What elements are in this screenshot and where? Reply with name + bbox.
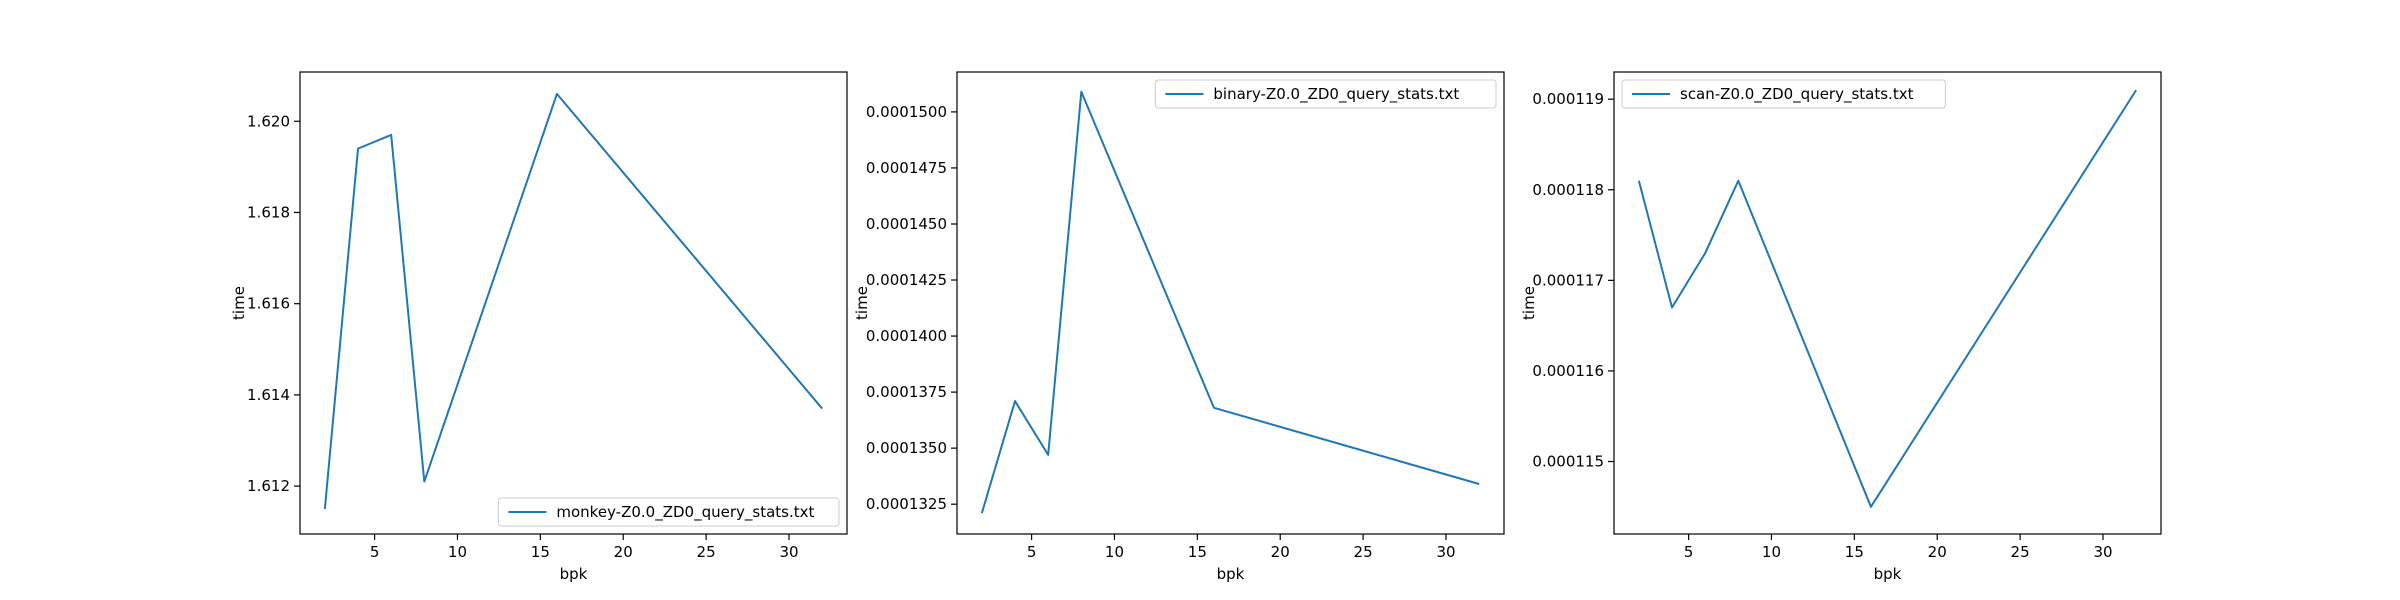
x-tick-label: 30 [2093, 543, 2112, 561]
y-tick-label: 0.0001325 [866, 495, 947, 513]
y-tick-label: 0.000116 [1532, 362, 1604, 380]
axes-frame [1613, 71, 2162, 535]
x-axis-label: bpk [1874, 565, 1902, 583]
x-tick-label: 30 [779, 543, 798, 561]
x-tick-label: 25 [697, 543, 716, 561]
legend-box [497, 497, 840, 527]
y-tick-label: 0.0001500 [866, 103, 947, 121]
y-tick-label: 1.616 [247, 295, 290, 313]
x-tick-label: 10 [448, 543, 467, 561]
x-tick-label: 10 [1762, 543, 1781, 561]
x-tick-label: 20 [1271, 543, 1290, 561]
y-tick-label: 0.000118 [1532, 181, 1604, 199]
x-tick-label: 10 [1105, 543, 1124, 561]
series-line-1 [980, 90, 1480, 514]
axes-frame [956, 71, 1505, 535]
x-tick-label: 30 [1436, 543, 1455, 561]
x-tick-label: 25 [2011, 543, 2030, 561]
y-tick-label: 0.000115 [1532, 453, 1604, 471]
y-tick-label: 0.0001425 [866, 271, 947, 289]
y-tick-label: 0.0001375 [866, 383, 947, 401]
legend: binary-Z0.0_ZD0_query_stats.txt [1154, 79, 1497, 109]
x-tick-label: 5 [1684, 543, 1694, 561]
x-tick-label: 20 [614, 543, 633, 561]
y-tick-label: 1.612 [247, 477, 290, 495]
y-tick-label: 0.0001450 [866, 215, 947, 233]
y-tick-label: 0.000117 [1532, 271, 1604, 289]
y-axis-label: time [230, 286, 248, 320]
x-axis-label: bpk [560, 565, 588, 583]
y-axis-label: time [853, 286, 871, 320]
chart-panel-3: 5 10 15 20 25 30 0.000115 0.000116 0.000117 0.000… [1520, 71, 2162, 583]
x-tick-label: 5 [370, 543, 380, 561]
x-tick-label: 15 [531, 543, 550, 561]
y-tick-label: 1.614 [247, 386, 290, 404]
y-tick-label: 0.0001475 [866, 159, 947, 177]
x-axis-label: bpk [1217, 565, 1245, 583]
legend-label: scan-Z0.0_ZD0_query_stats.txt [1680, 85, 1914, 104]
legend: scan-Z0.0_ZD0_query_stats.txt [1621, 79, 1946, 109]
x-tick-label: 15 [1845, 543, 1864, 561]
x-tick-label: 5 [1027, 543, 1037, 561]
legend: monkey-Z0.0_ZD0_query_stats.txt [497, 497, 840, 527]
x-tick-label: 15 [1188, 543, 1207, 561]
axes-frame [299, 71, 848, 535]
y-tick-label: 1.618 [247, 203, 290, 221]
y-tick-label: 1.620 [247, 112, 290, 130]
chart-panel-2: 5 10 15 20 25 30 0.0001325 0.0001350 0.0001375 0.… [853, 71, 1505, 583]
series-line-1 [1637, 89, 2137, 508]
y-tick-label: 0.0001350 [866, 439, 947, 457]
legend-label: monkey-Z0.0_ZD0_query_stats.txt [556, 503, 814, 522]
y-tick-label: 0.000119 [1532, 90, 1604, 108]
legend-label: binary-Z0.0_ZD0_query_stats.txt [1213, 85, 1459, 104]
legend-box [1621, 79, 1946, 109]
series-line-1 [323, 92, 823, 510]
legend-box [1154, 79, 1497, 109]
x-tick-label: 25 [1354, 543, 1373, 561]
chart-panel-1: 5 10 15 20 25 30 1.612 1.614 1.616 1.618 1.620 bpk t… [230, 71, 848, 583]
y-tick-label: 0.0001400 [866, 327, 947, 345]
x-tick-label: 20 [1928, 543, 1947, 561]
y-axis-label: time [1520, 286, 1538, 320]
